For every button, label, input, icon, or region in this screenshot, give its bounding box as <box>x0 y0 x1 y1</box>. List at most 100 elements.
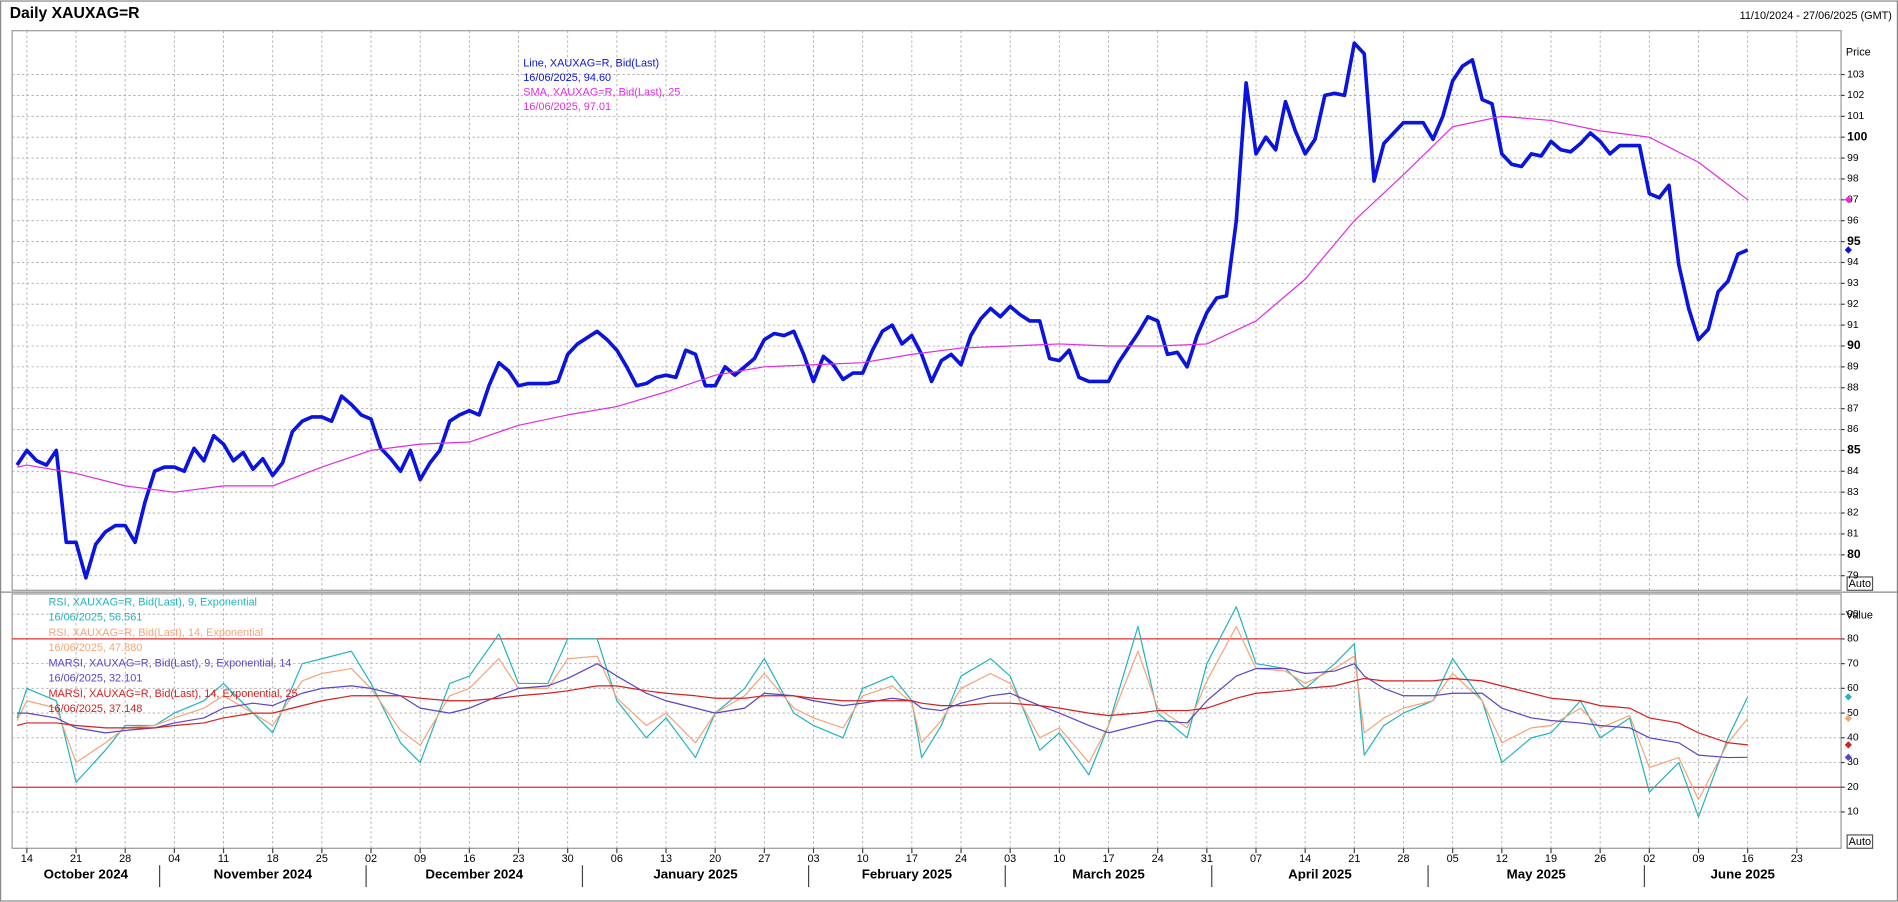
x-tick-label: 28 <box>1397 853 1409 865</box>
y-tick-label: 90 <box>1847 338 1861 352</box>
y-tick-label: 30 <box>1847 757 1859 768</box>
x-tick-label: 24 <box>1152 853 1164 865</box>
y-tick-label: 84 <box>1847 466 1859 477</box>
auto-button-label[interactable]: Auto <box>1849 836 1871 848</box>
legend-name: SMA, XAUXAG=R, Bid(Last), 25 <box>523 86 680 98</box>
x-tick-label: 23 <box>512 853 524 865</box>
y-tick-label: 79 <box>1847 570 1859 581</box>
legend-value: 16/06/2025, 32.101 <box>48 673 142 685</box>
y-tick-label: 87 <box>1847 403 1859 414</box>
legend-value: 16/06/2025, 56.561 <box>48 612 142 624</box>
x-tick-label: 17 <box>906 853 918 865</box>
x-tick-label: 23 <box>1791 853 1803 865</box>
x-tick-label: 31 <box>1201 853 1213 865</box>
y-tick-label: 100 <box>1847 129 1867 143</box>
last-value-marker <box>1844 714 1852 722</box>
y-tick-label: 70 <box>1847 658 1859 669</box>
y-tick-label: 83 <box>1847 487 1859 498</box>
x-tick-label: 26 <box>1594 853 1606 865</box>
month-label: November 2024 <box>214 866 313 881</box>
x-tick-label: 11 <box>218 853 229 865</box>
x-tick-label: 06 <box>611 853 623 865</box>
y-tick-label: 90 <box>1847 609 1859 620</box>
x-tick-label: 24 <box>955 853 967 865</box>
y-tick-label: 94 <box>1847 257 1859 268</box>
y-axis-label: Value <box>1846 610 1873 622</box>
chart-title: Daily XAUXAG=R <box>10 5 140 22</box>
legend-name: Line, XAUXAG=R, Bid(Last) <box>523 57 659 69</box>
y-tick-label: 92 <box>1847 299 1859 310</box>
month-label: March 2025 <box>1072 866 1145 881</box>
x-tick-label: 02 <box>1643 853 1655 865</box>
y-tick-label: 80 <box>1847 634 1859 645</box>
y-tick-label: 80 <box>1847 547 1861 561</box>
y-tick-label: 98 <box>1847 174 1859 185</box>
y-tick-label: 10 <box>1847 807 1859 818</box>
series-line <box>16 625 1749 801</box>
x-tick-label: 10 <box>1053 853 1065 865</box>
series-line <box>16 115 1749 493</box>
legend-name: RSI, XAUXAG=R, Bid(Last), 14, Exponentia… <box>48 627 263 639</box>
series-line <box>17 663 1748 759</box>
month-label: February 2025 <box>862 866 953 881</box>
y-tick-label: 50 <box>1847 708 1859 719</box>
x-tick-label: 16 <box>1742 853 1754 865</box>
y-tick-label: 89 <box>1847 362 1859 373</box>
y-tick-label: 102 <box>1847 90 1864 101</box>
x-tick-label: 19 <box>1545 853 1557 865</box>
y-axis-label: Price <box>1846 46 1871 58</box>
x-tick-label: 25 <box>316 853 328 865</box>
legend-value: 16/06/2025, 94.60 <box>523 72 611 84</box>
series-line <box>15 41 1749 580</box>
x-tick-label: 03 <box>1004 853 1016 865</box>
y-tick-label: 40 <box>1847 733 1859 744</box>
last-value-marker <box>1844 246 1852 254</box>
y-tick-label: 91 <box>1847 320 1859 331</box>
price-pane <box>11 30 1842 591</box>
y-tick-label: 103 <box>1847 69 1864 80</box>
auto-button[interactable] <box>1846 834 1874 849</box>
x-tick-label: 03 <box>807 853 819 865</box>
auto-button-label[interactable]: Auto <box>1849 578 1871 590</box>
y-tick-label: 93 <box>1847 278 1859 289</box>
month-label: October 2024 <box>44 866 129 881</box>
x-tick-label: 14 <box>1299 853 1311 865</box>
x-tick-label: 04 <box>168 853 180 865</box>
last-value-marker <box>1844 693 1852 701</box>
y-tick-label: 85 <box>1847 443 1861 457</box>
y-tick-label: 88 <box>1847 382 1859 393</box>
last-value-marker <box>1844 741 1852 749</box>
month-label: April 2025 <box>1288 866 1352 881</box>
x-tick-label: 14 <box>21 853 33 865</box>
month-label: December 2024 <box>425 866 523 881</box>
x-tick-label: 20 <box>709 853 721 865</box>
x-tick-label: 07 <box>1250 853 1262 865</box>
legend-value: 16/06/2025, 97.01 <box>523 101 611 113</box>
x-tick-label: 17 <box>1102 853 1114 865</box>
month-label: January 2025 <box>653 866 738 881</box>
y-tick-label: 95 <box>1847 234 1861 248</box>
x-tick-label: 27 <box>758 853 770 865</box>
series-line <box>16 677 1748 746</box>
y-tick-label: 81 <box>1847 529 1859 540</box>
x-tick-label: 18 <box>267 853 279 865</box>
x-tick-label: 12 <box>1496 853 1508 865</box>
y-tick-label: 20 <box>1847 782 1859 793</box>
x-tick-label: 02 <box>365 853 377 865</box>
month-label: May 2025 <box>1507 866 1567 881</box>
x-tick-label: 28 <box>119 853 131 865</box>
legend-name: MARSI, XAUXAG=R, Bid(Last), 9, Exponenti… <box>48 657 291 669</box>
y-tick-label: 86 <box>1847 424 1859 435</box>
x-tick-label: 30 <box>562 853 574 865</box>
y-tick-label: 82 <box>1847 508 1859 519</box>
x-tick-label: 05 <box>1447 853 1459 865</box>
legend-name: MARSI, XAUXAG=R, Bid(Last), 14, Exponent… <box>48 688 297 700</box>
auto-button[interactable] <box>1846 576 1874 591</box>
indicator-pane <box>11 593 1842 849</box>
x-tick-label: 09 <box>1692 853 1704 865</box>
legend-value: 16/06/2025, 37.148 <box>48 703 142 715</box>
x-tick-label: 16 <box>463 853 475 865</box>
y-tick-label: 97 <box>1847 195 1859 206</box>
